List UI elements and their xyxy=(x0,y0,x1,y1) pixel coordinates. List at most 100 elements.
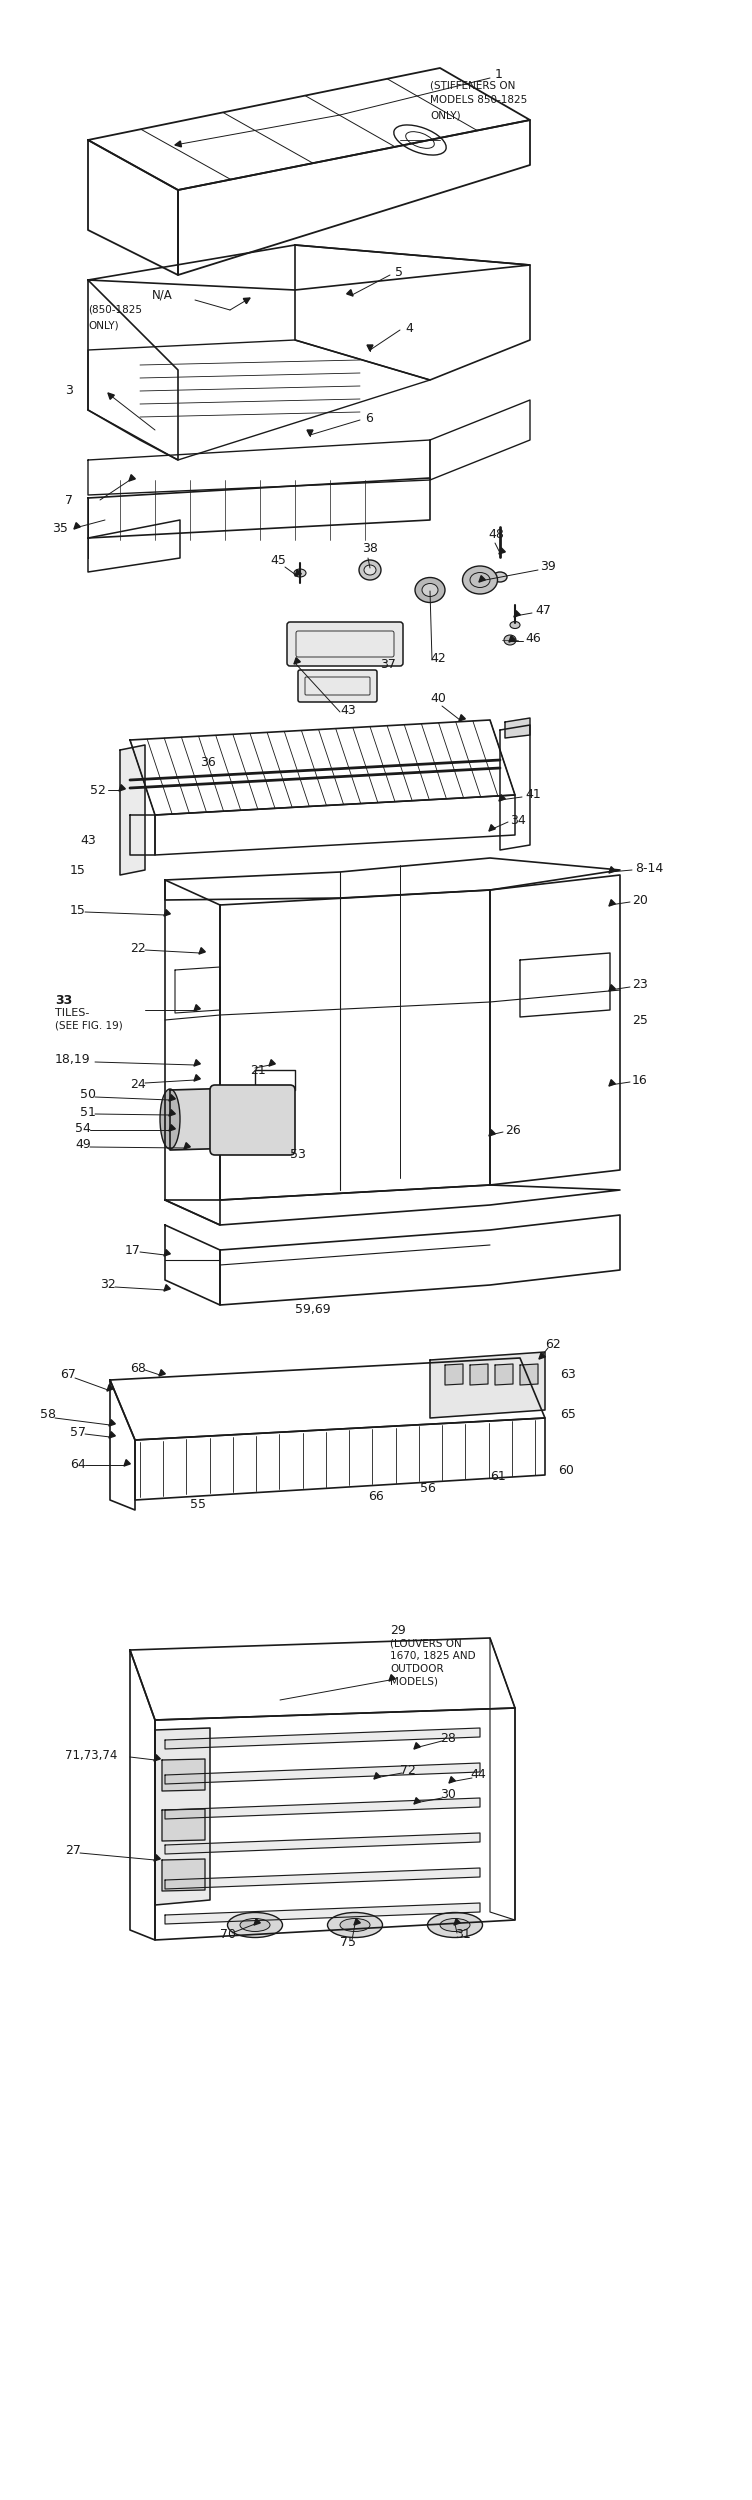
Text: 16: 16 xyxy=(632,1072,647,1088)
Text: 20: 20 xyxy=(632,892,648,908)
Text: ONLY): ONLY) xyxy=(430,110,461,120)
Text: 75: 75 xyxy=(340,1935,356,1948)
Polygon shape xyxy=(175,140,181,148)
Ellipse shape xyxy=(340,1918,370,1932)
Polygon shape xyxy=(389,1675,396,1680)
Text: (SEE FIG. 19): (SEE FIG. 19) xyxy=(55,1020,123,1030)
Text: 30: 30 xyxy=(440,1788,456,1802)
Text: 15: 15 xyxy=(70,862,86,877)
Text: 1670, 1825 AND: 1670, 1825 AND xyxy=(390,1650,475,1660)
Text: 64: 64 xyxy=(70,1458,86,1472)
Text: 55: 55 xyxy=(190,1498,206,1512)
Polygon shape xyxy=(164,1250,171,1255)
Text: MODELS 850-1825: MODELS 850-1825 xyxy=(430,95,527,105)
Ellipse shape xyxy=(493,572,507,582)
Text: 32: 32 xyxy=(100,1278,116,1292)
Text: 66: 66 xyxy=(368,1490,384,1502)
Polygon shape xyxy=(165,1902,480,1925)
Polygon shape xyxy=(169,1110,175,1115)
Polygon shape xyxy=(159,1370,165,1375)
Polygon shape xyxy=(347,290,353,295)
Text: 26: 26 xyxy=(505,1122,520,1138)
Text: 15: 15 xyxy=(70,902,86,918)
FancyBboxPatch shape xyxy=(210,1085,295,1155)
Text: 71,73,74: 71,73,74 xyxy=(65,1748,117,1762)
Text: 18,19: 18,19 xyxy=(55,1052,91,1068)
FancyBboxPatch shape xyxy=(287,622,403,665)
Text: 52: 52 xyxy=(90,782,106,798)
Polygon shape xyxy=(470,1365,488,1385)
Polygon shape xyxy=(74,522,80,530)
Polygon shape xyxy=(170,1088,240,1150)
Polygon shape xyxy=(489,825,496,830)
Polygon shape xyxy=(154,1755,160,1760)
Text: 58: 58 xyxy=(40,1407,56,1422)
Polygon shape xyxy=(269,1060,275,1065)
Polygon shape xyxy=(155,1727,210,1905)
Ellipse shape xyxy=(422,582,438,598)
Text: 5: 5 xyxy=(395,265,403,278)
Text: 47: 47 xyxy=(535,602,551,618)
Polygon shape xyxy=(354,1918,360,1925)
Polygon shape xyxy=(489,1130,496,1135)
Polygon shape xyxy=(194,1075,200,1080)
Text: (LOUVERS ON: (LOUVERS ON xyxy=(390,1638,462,1648)
Text: 61: 61 xyxy=(490,1470,506,1482)
Polygon shape xyxy=(367,345,373,350)
Text: 24: 24 xyxy=(130,1078,146,1092)
Polygon shape xyxy=(539,1352,545,1360)
Text: 56: 56 xyxy=(420,1482,436,1495)
Text: N/A: N/A xyxy=(152,288,173,302)
Text: 43: 43 xyxy=(340,703,356,718)
Polygon shape xyxy=(609,1080,615,1085)
Ellipse shape xyxy=(359,560,381,580)
Polygon shape xyxy=(254,1918,260,1925)
Polygon shape xyxy=(164,910,171,915)
Ellipse shape xyxy=(462,565,498,595)
Polygon shape xyxy=(509,635,515,642)
Text: 21: 21 xyxy=(250,1062,265,1078)
Polygon shape xyxy=(154,1855,160,1860)
Polygon shape xyxy=(499,795,505,800)
Polygon shape xyxy=(414,1798,420,1805)
Text: 44: 44 xyxy=(470,1768,486,1782)
Text: 50: 50 xyxy=(80,1088,96,1102)
Polygon shape xyxy=(609,985,615,990)
Polygon shape xyxy=(165,1762,480,1785)
Ellipse shape xyxy=(504,635,516,645)
Text: 8-14: 8-14 xyxy=(635,862,663,875)
Polygon shape xyxy=(184,1142,190,1150)
Text: 65: 65 xyxy=(560,1407,576,1422)
Text: 27: 27 xyxy=(65,1842,81,1858)
Polygon shape xyxy=(445,1365,463,1385)
Text: 42: 42 xyxy=(430,652,446,665)
Text: 28: 28 xyxy=(440,1732,456,1745)
Ellipse shape xyxy=(228,1912,283,1938)
Text: 25: 25 xyxy=(632,1013,648,1028)
Ellipse shape xyxy=(294,570,306,578)
Text: 46: 46 xyxy=(525,632,541,645)
Polygon shape xyxy=(165,1832,480,1855)
Polygon shape xyxy=(108,392,114,400)
Polygon shape xyxy=(454,1918,460,1925)
Text: 37: 37 xyxy=(380,658,396,672)
Polygon shape xyxy=(505,718,530,738)
Polygon shape xyxy=(374,1772,381,1780)
Polygon shape xyxy=(169,1125,175,1130)
Polygon shape xyxy=(295,570,302,575)
Polygon shape xyxy=(109,1420,115,1425)
Text: 7: 7 xyxy=(65,492,73,508)
Text: 53: 53 xyxy=(290,1148,306,1162)
Text: 29: 29 xyxy=(390,1622,406,1638)
Polygon shape xyxy=(430,1352,545,1417)
Polygon shape xyxy=(165,1868,480,1890)
Ellipse shape xyxy=(160,1090,180,1150)
Polygon shape xyxy=(244,298,250,302)
Text: 40: 40 xyxy=(430,693,446,705)
Polygon shape xyxy=(120,745,145,875)
Text: 45: 45 xyxy=(270,552,286,568)
Text: 36: 36 xyxy=(200,755,216,768)
Ellipse shape xyxy=(415,578,445,602)
Polygon shape xyxy=(459,715,465,720)
Polygon shape xyxy=(520,1365,538,1385)
